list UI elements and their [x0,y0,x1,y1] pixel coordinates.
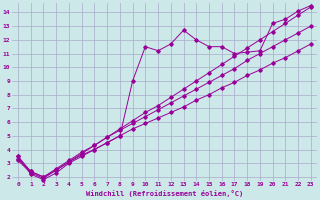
X-axis label: Windchill (Refroidissement éolien,°C): Windchill (Refroidissement éolien,°C) [86,190,243,197]
